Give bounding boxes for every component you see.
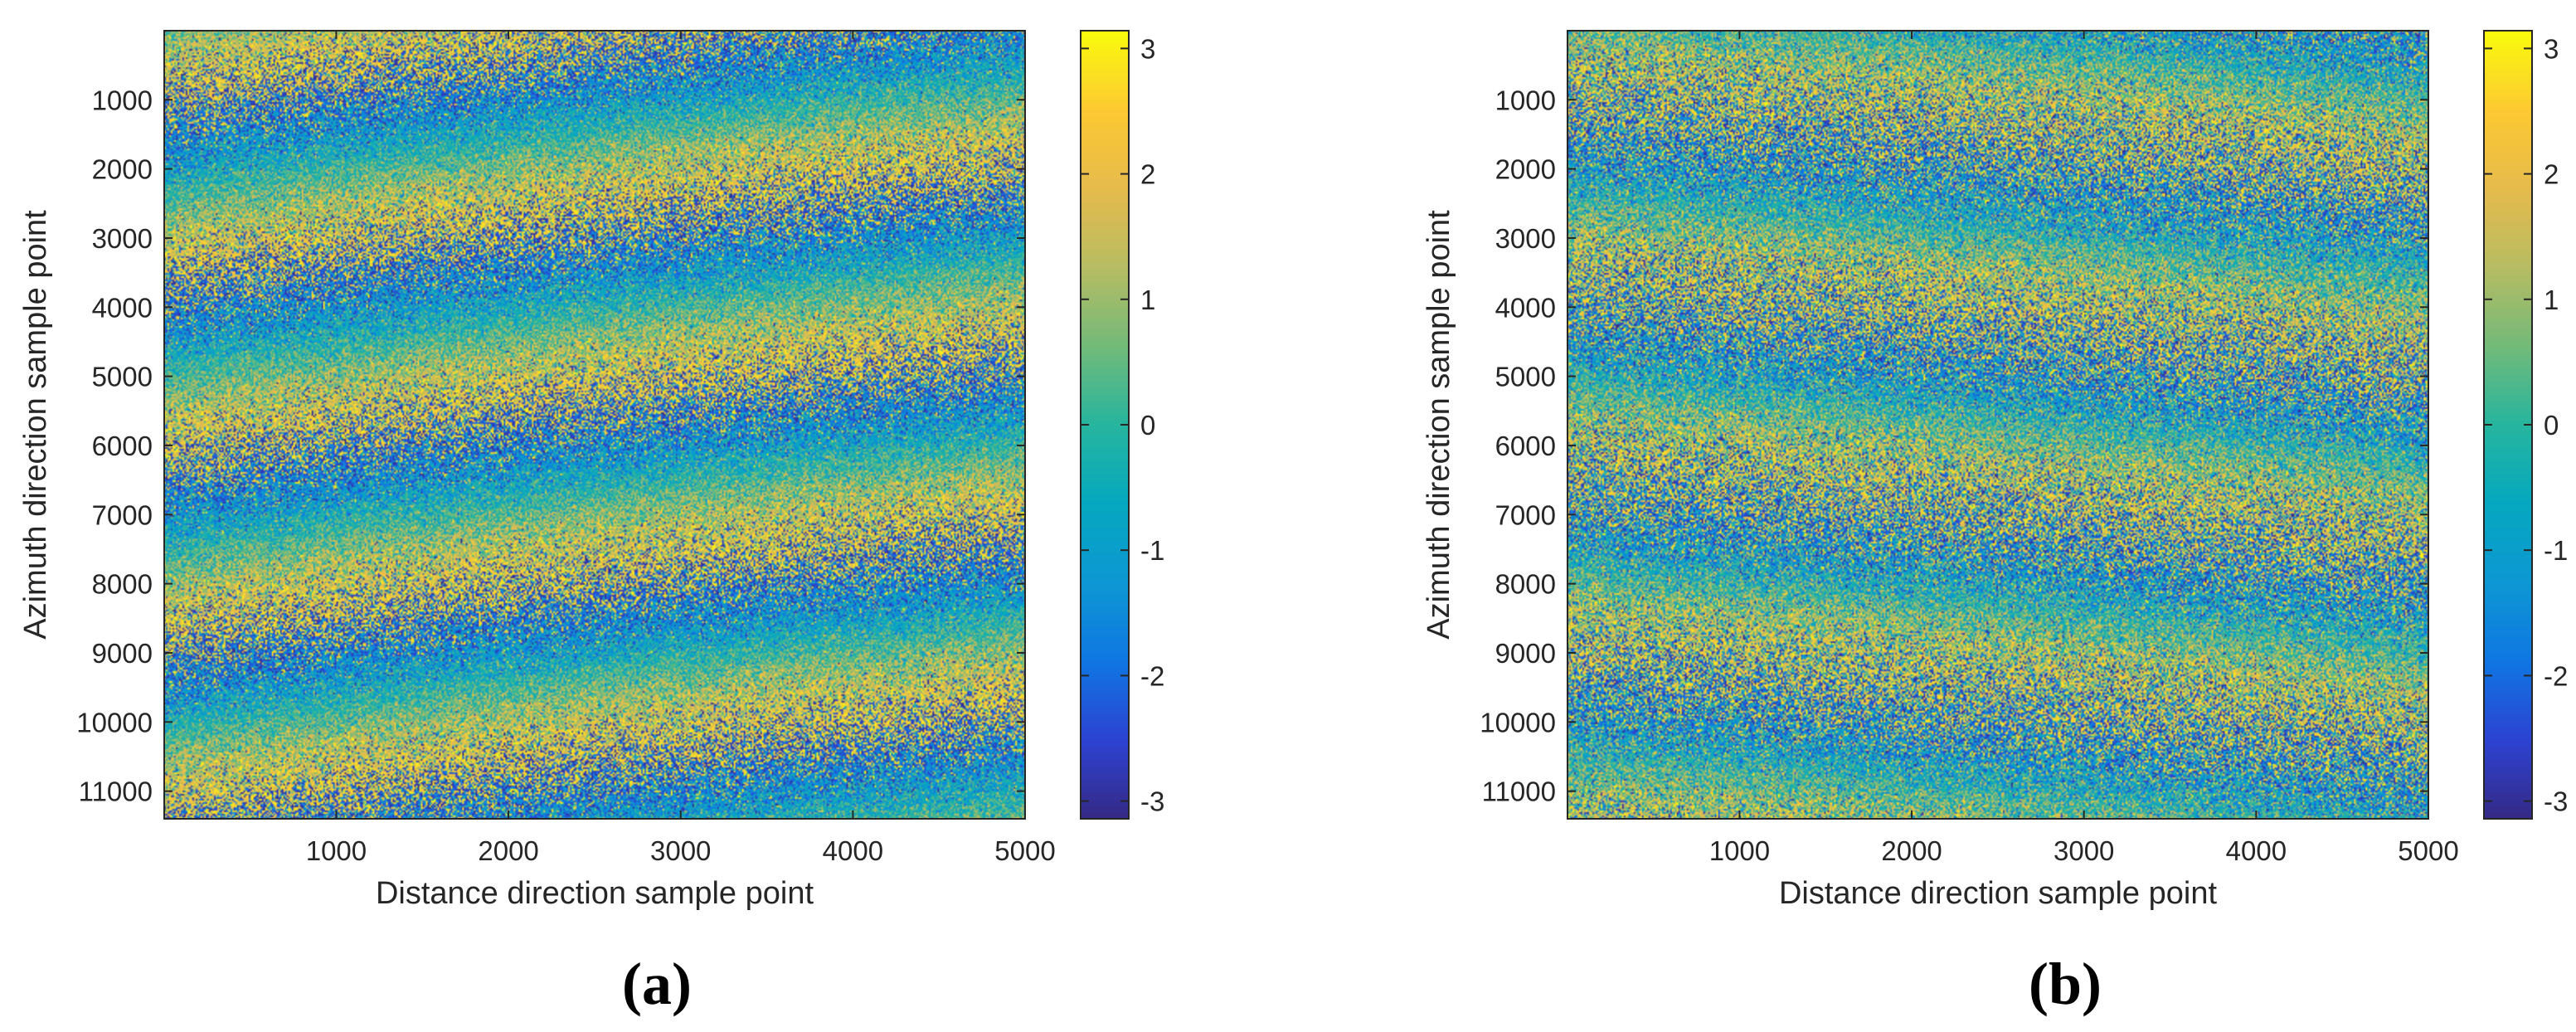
y-tick-label: 5000 xyxy=(1495,362,1556,392)
chart-panel-a: 1000 2000 3000 4000 5000 1000 2000 3000 4000 5000… xyxy=(18,30,1164,1017)
y-tick-label: 6000 xyxy=(1495,431,1556,461)
x-axis-label: Distance direction sample point xyxy=(376,876,814,911)
heatmap-image xyxy=(164,31,1025,819)
chart-panel-b: 1000 2000 3000 4000 5000 1000 2000 3000 4000 5000… xyxy=(1422,30,2568,1017)
x-tick-label: 1000 xyxy=(306,835,367,866)
colorbar-tick-label: 2 xyxy=(1140,159,1155,190)
colorbar-tick-label: -1 xyxy=(1140,535,1164,566)
y-tick-label: 11000 xyxy=(1482,776,1556,807)
x-tick-label: 3000 xyxy=(650,835,711,866)
x-tick-label: 3000 xyxy=(2054,835,2114,866)
x-tick-label: 4000 xyxy=(823,835,883,866)
x-tick-label: 2000 xyxy=(1881,835,1942,866)
y-tick-label: 9000 xyxy=(1495,638,1556,669)
y-tick-label: 8000 xyxy=(92,569,153,600)
y-tick-label: 1000 xyxy=(1495,85,1556,115)
panel-label: (b) xyxy=(2029,951,2102,1017)
y-tick-label: 5000 xyxy=(92,362,153,392)
colorbar-tick-label: 3 xyxy=(2544,33,2559,64)
y-tick-label: 7000 xyxy=(1495,499,1556,530)
x-tick-label: 5000 xyxy=(994,835,1055,866)
y-tick-label: 2000 xyxy=(92,154,153,185)
colorbar-tick-label: 0 xyxy=(2544,410,2559,441)
y-tick-label: 10000 xyxy=(76,707,153,737)
y-tick-label: 9000 xyxy=(92,638,153,669)
x-tick-label: 4000 xyxy=(2226,835,2287,866)
colorbar-tick-label: -3 xyxy=(1140,786,1164,817)
colorbar-tick-label: 0 xyxy=(1140,410,1155,441)
axes-frame xyxy=(1567,30,2429,820)
y-tick-label: 6000 xyxy=(92,431,153,461)
colorbar-tick-label: -2 xyxy=(2544,660,2568,691)
x-tick-label: 2000 xyxy=(478,835,538,866)
x-axis-label: Distance direction sample point xyxy=(1779,876,2217,911)
axes-frame xyxy=(163,30,1026,820)
y-tick-label: 7000 xyxy=(92,499,153,530)
colorbar-tick-label: 1 xyxy=(2544,285,2559,315)
y-tick-label: 1000 xyxy=(92,85,153,115)
colorbar-tick-label: -3 xyxy=(2544,786,2568,817)
x-tick-label: 1000 xyxy=(1709,835,1770,866)
y-tick-label: 2000 xyxy=(1495,154,1556,185)
y-tick-label: 4000 xyxy=(92,292,153,323)
y-axis-label: Azimuth direction sample point xyxy=(18,210,53,640)
y-tick-label: 8000 xyxy=(1495,569,1556,600)
y-tick-label: 3000 xyxy=(1495,223,1556,254)
y-tick-label: 3000 xyxy=(92,223,153,254)
heatmap-image xyxy=(1567,31,2428,819)
colorbar-tick-label: -2 xyxy=(1140,660,1164,691)
y-tick-label: 4000 xyxy=(1495,292,1556,323)
x-tick-label: 5000 xyxy=(2398,835,2458,866)
colorbar-tick-label: 3 xyxy=(1140,33,1155,64)
colorbar-tick-label: 1 xyxy=(1140,285,1155,315)
colorbar-tick-label: -1 xyxy=(2544,535,2568,566)
panel-label: (a) xyxy=(622,951,692,1017)
y-tick-label: 11000 xyxy=(79,776,153,807)
y-axis-label: Azimuth direction sample point xyxy=(1422,210,1456,640)
colorbar-tick-label: 2 xyxy=(2544,159,2559,190)
y-tick-label: 10000 xyxy=(1480,707,1556,737)
